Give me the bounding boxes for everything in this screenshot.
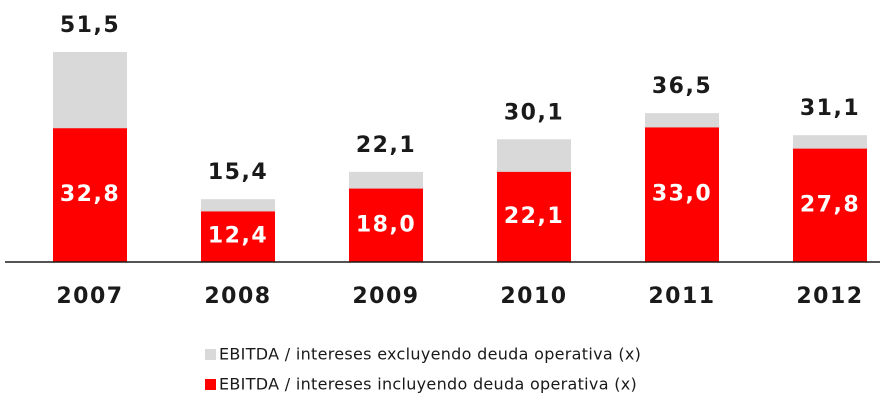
- x-tick-label: 2008: [204, 284, 271, 309]
- value-label: 18,0: [356, 212, 416, 237]
- bar: [53, 128, 127, 262]
- value-label: 12,4: [208, 224, 268, 249]
- x-tick-label: 2011: [648, 284, 715, 309]
- legend-swatch: [205, 379, 216, 390]
- value-label: 27,8: [800, 192, 860, 217]
- x-tick-label: 2009: [352, 284, 419, 309]
- value-label: 30,1: [504, 100, 564, 125]
- x-tick-label: 2007: [56, 284, 123, 309]
- legend-label: EBITDA / intereses incluyendo deuda oper…: [219, 375, 637, 394]
- x-tick-label: 2010: [500, 284, 567, 309]
- bar: [645, 127, 719, 262]
- value-label: 36,5: [652, 74, 712, 99]
- legend-swatch: [205, 349, 216, 360]
- legend-label: EBITDA / intereses excluyendo deuda oper…: [219, 345, 641, 364]
- bar: [201, 211, 275, 262]
- value-label: 32,8: [60, 182, 120, 207]
- value-label: 31,1: [800, 96, 860, 121]
- value-label: 15,4: [208, 160, 268, 185]
- value-label: 22,1: [356, 133, 416, 158]
- x-tick-label: 2012: [796, 284, 863, 309]
- bar: [793, 148, 867, 262]
- bar: [349, 188, 423, 262]
- bar: [497, 171, 571, 262]
- value-label: 22,1: [504, 204, 564, 229]
- value-label: 51,5: [60, 13, 120, 38]
- value-label: 33,0: [652, 182, 712, 207]
